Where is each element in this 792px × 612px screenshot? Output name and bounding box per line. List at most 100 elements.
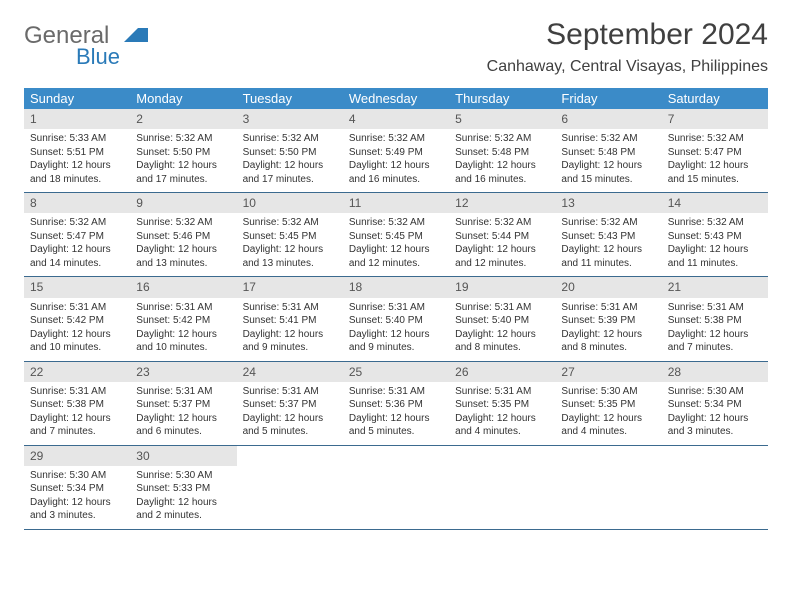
daylight-text: Daylight: 12 hours and 12 minutes. xyxy=(455,243,549,270)
day-body: Sunrise: 5:31 AMSunset: 5:39 PMDaylight:… xyxy=(555,298,661,361)
daylight-text: Daylight: 12 hours and 8 minutes. xyxy=(561,328,655,355)
day-body: Sunrise: 5:32 AMSunset: 5:49 PMDaylight:… xyxy=(343,129,449,192)
day-number: 14 xyxy=(662,193,768,213)
day-number: 25 xyxy=(343,362,449,382)
day-cell: 29Sunrise: 5:30 AMSunset: 5:34 PMDayligh… xyxy=(24,446,130,529)
day-cell: 15Sunrise: 5:31 AMSunset: 5:42 PMDayligh… xyxy=(24,277,130,360)
day-number: 7 xyxy=(662,109,768,129)
day-cell: 13Sunrise: 5:32 AMSunset: 5:43 PMDayligh… xyxy=(555,193,661,276)
day-body: Sunrise: 5:31 AMSunset: 5:37 PMDaylight:… xyxy=(237,382,343,445)
day-cell: 30Sunrise: 5:30 AMSunset: 5:33 PMDayligh… xyxy=(130,446,236,529)
sunset-text: Sunset: 5:33 PM xyxy=(136,482,230,496)
daylight-text: Daylight: 12 hours and 11 minutes. xyxy=(668,243,762,270)
sunrise-text: Sunrise: 5:31 AM xyxy=(136,301,230,315)
sunset-text: Sunset: 5:46 PM xyxy=(136,230,230,244)
daylight-text: Daylight: 12 hours and 13 minutes. xyxy=(136,243,230,270)
day-number: 16 xyxy=(130,277,236,297)
day-body: Sunrise: 5:31 AMSunset: 5:36 PMDaylight:… xyxy=(343,382,449,445)
sunrise-text: Sunrise: 5:30 AM xyxy=(561,385,655,399)
day-body: Sunrise: 5:32 AMSunset: 5:45 PMDaylight:… xyxy=(343,213,449,276)
month-title: September 2024 xyxy=(487,18,768,52)
day-number: 10 xyxy=(237,193,343,213)
sunset-text: Sunset: 5:39 PM xyxy=(561,314,655,328)
day-cell: 19Sunrise: 5:31 AMSunset: 5:40 PMDayligh… xyxy=(449,277,555,360)
day-number: 11 xyxy=(343,193,449,213)
day-body: Sunrise: 5:32 AMSunset: 5:50 PMDaylight:… xyxy=(237,129,343,192)
day-body: Sunrise: 5:32 AMSunset: 5:50 PMDaylight:… xyxy=(130,129,236,192)
day-header-thu: Thursday xyxy=(449,88,555,109)
sunset-text: Sunset: 5:40 PM xyxy=(349,314,443,328)
daylight-text: Daylight: 12 hours and 9 minutes. xyxy=(349,328,443,355)
day-number: 26 xyxy=(449,362,555,382)
day-body: Sunrise: 5:30 AMSunset: 5:34 PMDaylight:… xyxy=(24,466,130,529)
sunset-text: Sunset: 5:42 PM xyxy=(136,314,230,328)
sunrise-text: Sunrise: 5:31 AM xyxy=(30,385,124,399)
sail-icon xyxy=(124,28,148,42)
day-header-sat: Saturday xyxy=(662,88,768,109)
day-number: 27 xyxy=(555,362,661,382)
sunset-text: Sunset: 5:37 PM xyxy=(136,398,230,412)
sunset-text: Sunset: 5:45 PM xyxy=(243,230,337,244)
day-body: Sunrise: 5:31 AMSunset: 5:40 PMDaylight:… xyxy=(343,298,449,361)
sunrise-text: Sunrise: 5:30 AM xyxy=(136,469,230,483)
day-body: Sunrise: 5:33 AMSunset: 5:51 PMDaylight:… xyxy=(24,129,130,192)
sunrise-text: Sunrise: 5:31 AM xyxy=(349,301,443,315)
day-cell: 8Sunrise: 5:32 AMSunset: 5:47 PMDaylight… xyxy=(24,193,130,276)
sunset-text: Sunset: 5:47 PM xyxy=(30,230,124,244)
sunset-text: Sunset: 5:47 PM xyxy=(668,146,762,160)
sunset-text: Sunset: 5:38 PM xyxy=(30,398,124,412)
day-body: Sunrise: 5:31 AMSunset: 5:42 PMDaylight:… xyxy=(24,298,130,361)
day-cell xyxy=(343,446,449,529)
sunset-text: Sunset: 5:35 PM xyxy=(455,398,549,412)
day-body: Sunrise: 5:31 AMSunset: 5:35 PMDaylight:… xyxy=(449,382,555,445)
daylight-text: Daylight: 12 hours and 4 minutes. xyxy=(455,412,549,439)
day-header-sun: Sunday xyxy=(24,88,130,109)
day-number: 18 xyxy=(343,277,449,297)
day-body: Sunrise: 5:31 AMSunset: 5:41 PMDaylight:… xyxy=(237,298,343,361)
day-cell: 28Sunrise: 5:30 AMSunset: 5:34 PMDayligh… xyxy=(662,362,768,445)
day-body: Sunrise: 5:32 AMSunset: 5:45 PMDaylight:… xyxy=(237,213,343,276)
day-cell: 18Sunrise: 5:31 AMSunset: 5:40 PMDayligh… xyxy=(343,277,449,360)
sunset-text: Sunset: 5:45 PM xyxy=(349,230,443,244)
daylight-text: Daylight: 12 hours and 15 minutes. xyxy=(561,159,655,186)
sunset-text: Sunset: 5:48 PM xyxy=(455,146,549,160)
sunrise-text: Sunrise: 5:31 AM xyxy=(30,301,124,315)
day-headers-row: Sunday Monday Tuesday Wednesday Thursday… xyxy=(24,88,768,109)
day-cell: 3Sunrise: 5:32 AMSunset: 5:50 PMDaylight… xyxy=(237,109,343,192)
day-header-mon: Monday xyxy=(130,88,236,109)
daylight-text: Daylight: 12 hours and 17 minutes. xyxy=(243,159,337,186)
day-body: Sunrise: 5:32 AMSunset: 5:47 PMDaylight:… xyxy=(662,129,768,192)
sunset-text: Sunset: 5:36 PM xyxy=(349,398,443,412)
day-number: 5 xyxy=(449,109,555,129)
title-block: September 2024 Canhaway, Central Visayas… xyxy=(487,18,768,84)
day-number: 1 xyxy=(24,109,130,129)
sunrise-text: Sunrise: 5:32 AM xyxy=(561,216,655,230)
day-number: 4 xyxy=(343,109,449,129)
sunset-text: Sunset: 5:34 PM xyxy=(30,482,124,496)
daylight-text: Daylight: 12 hours and 10 minutes. xyxy=(136,328,230,355)
day-body: Sunrise: 5:32 AMSunset: 5:46 PMDaylight:… xyxy=(130,213,236,276)
day-cell xyxy=(237,446,343,529)
day-cell: 7Sunrise: 5:32 AMSunset: 5:47 PMDaylight… xyxy=(662,109,768,192)
sunset-text: Sunset: 5:48 PM xyxy=(561,146,655,160)
daylight-text: Daylight: 12 hours and 10 minutes. xyxy=(30,328,124,355)
sunrise-text: Sunrise: 5:32 AM xyxy=(30,216,124,230)
day-cell: 21Sunrise: 5:31 AMSunset: 5:38 PMDayligh… xyxy=(662,277,768,360)
sunrise-text: Sunrise: 5:31 AM xyxy=(668,301,762,315)
sunset-text: Sunset: 5:50 PM xyxy=(243,146,337,160)
sunrise-text: Sunrise: 5:30 AM xyxy=(30,469,124,483)
sunrise-text: Sunrise: 5:31 AM xyxy=(136,385,230,399)
day-number: 28 xyxy=(662,362,768,382)
day-number: 3 xyxy=(237,109,343,129)
day-number: 23 xyxy=(130,362,236,382)
sunrise-text: Sunrise: 5:31 AM xyxy=(561,301,655,315)
day-cell: 14Sunrise: 5:32 AMSunset: 5:43 PMDayligh… xyxy=(662,193,768,276)
day-number: 15 xyxy=(24,277,130,297)
sunrise-text: Sunrise: 5:31 AM xyxy=(455,301,549,315)
sunrise-text: Sunrise: 5:31 AM xyxy=(349,385,443,399)
day-cell: 12Sunrise: 5:32 AMSunset: 5:44 PMDayligh… xyxy=(449,193,555,276)
sunrise-text: Sunrise: 5:31 AM xyxy=(455,385,549,399)
day-number: 19 xyxy=(449,277,555,297)
week-row: 8Sunrise: 5:32 AMSunset: 5:47 PMDaylight… xyxy=(24,193,768,277)
day-cell: 27Sunrise: 5:30 AMSunset: 5:35 PMDayligh… xyxy=(555,362,661,445)
